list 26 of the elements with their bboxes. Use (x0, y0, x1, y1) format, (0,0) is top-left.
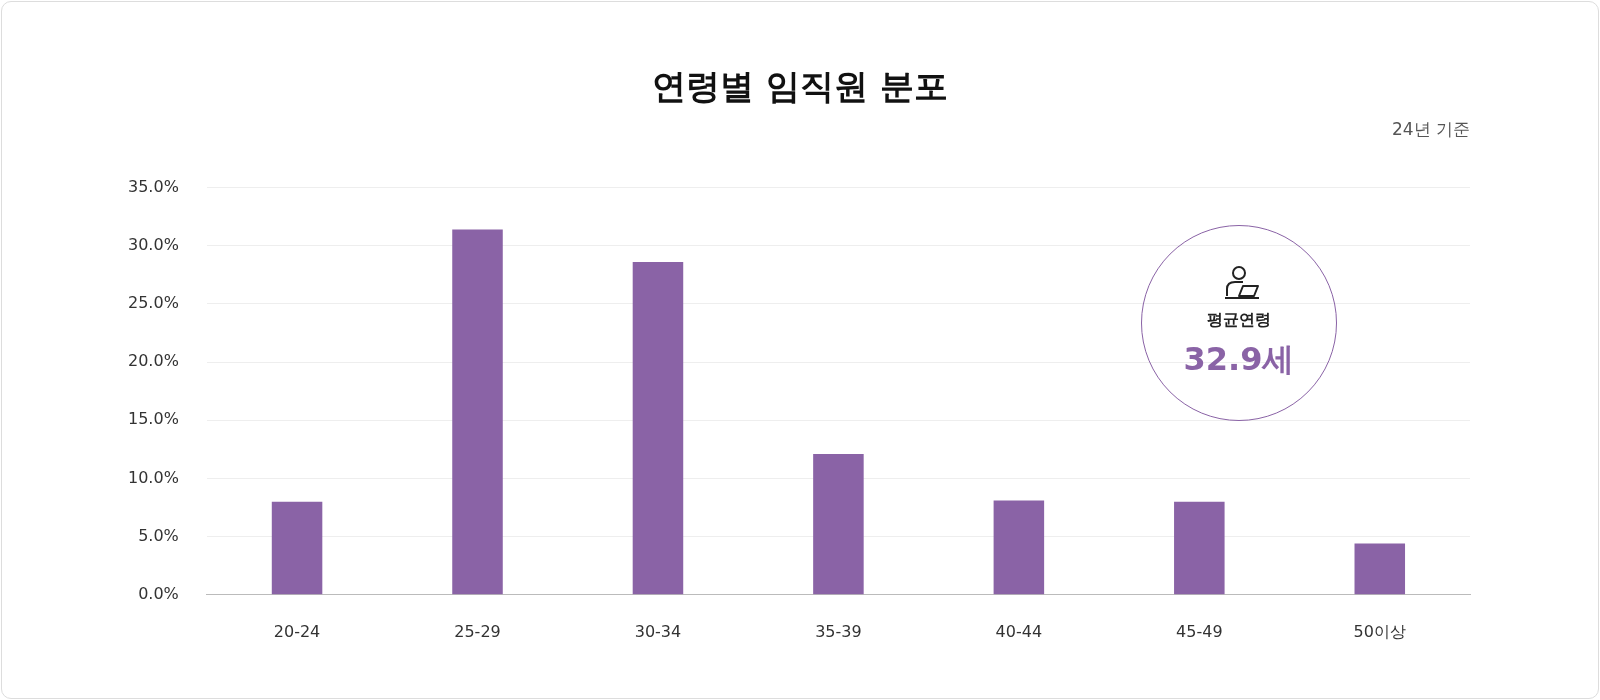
bar (993, 500, 1045, 595)
x-tick-label: 25-29 (454, 621, 501, 641)
chart-title: 연령별 임직원 분포 (651, 65, 949, 108)
y-tick-label: 5.0% (138, 525, 179, 545)
x-tick-label: 50이상 (1353, 621, 1406, 641)
y-tick-label: 35.0% (128, 176, 179, 196)
chart-subtitle: 24년 기준 (1391, 118, 1470, 141)
x-tick-label: 45-49 (1176, 621, 1223, 641)
y-tick-label: 20.0% (128, 351, 179, 371)
bar (452, 229, 503, 595)
y-tick-label: 15.0% (128, 409, 179, 429)
annotation: 32.9세 (1182, 339, 1296, 380)
x-tick-label: 30-34 (634, 621, 682, 641)
annotation: 평균연령 (1206, 310, 1272, 331)
bar (813, 454, 864, 595)
y-tick-label: 30.0% (128, 234, 179, 254)
bar (1174, 501, 1225, 595)
y-tick-label: 10.0% (128, 467, 179, 487)
x-tick-label: 35-39 (815, 621, 862, 641)
y-tick-label: 0.0% (138, 583, 179, 603)
y-tick-label: 25.0% (128, 293, 179, 313)
bar (271, 501, 323, 595)
bar (632, 262, 684, 595)
x-tick-label: 20-24 (273, 621, 321, 641)
bar (1354, 543, 1406, 595)
x-tick-label: 40-44 (995, 621, 1043, 641)
